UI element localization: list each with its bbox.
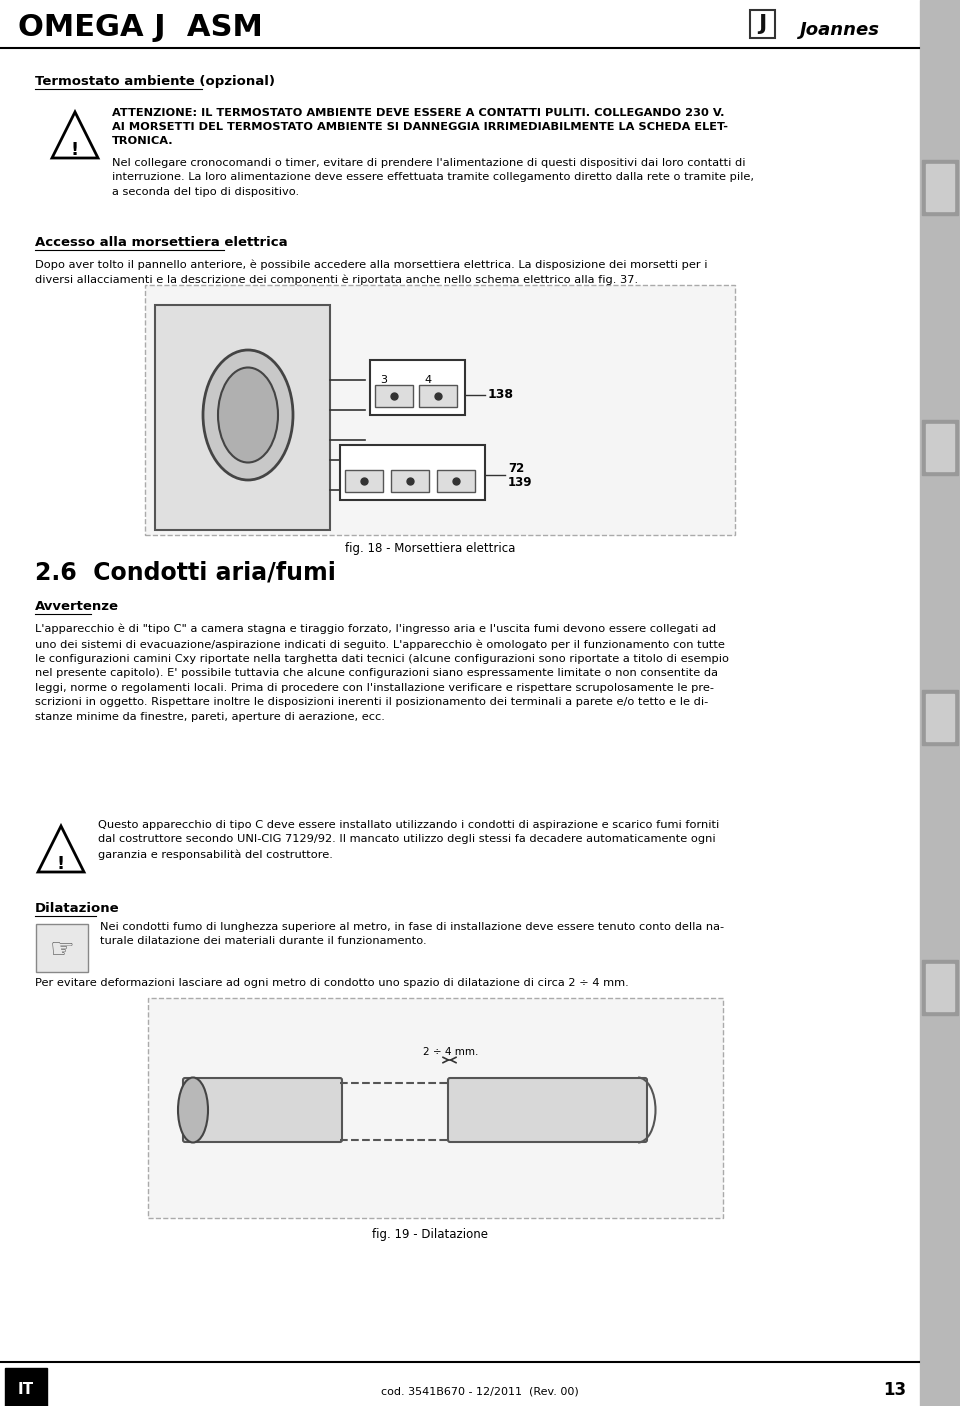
Text: 138: 138 bbox=[488, 388, 514, 402]
Text: 2 ÷ 4 mm.: 2 ÷ 4 mm. bbox=[422, 1047, 478, 1057]
Bar bbox=[375, 385, 413, 406]
Text: 139: 139 bbox=[508, 475, 533, 488]
Text: Per evitare deformazioni lasciare ad ogni metro di condotto uno spazio di dilata: Per evitare deformazioni lasciare ad ogn… bbox=[35, 979, 629, 988]
Text: Questo apparecchio di tipo C deve essere installato utilizzando i condotti di as: Questo apparecchio di tipo C deve essere… bbox=[98, 820, 719, 859]
Bar bbox=[926, 165, 954, 211]
Bar bbox=[36, 924, 88, 972]
Ellipse shape bbox=[203, 350, 293, 479]
Text: 4: 4 bbox=[424, 375, 432, 385]
Bar bbox=[926, 965, 954, 1011]
Text: OMEGA J  ASM: OMEGA J ASM bbox=[18, 14, 263, 42]
Bar bbox=[5, 1368, 47, 1406]
Text: TRONICA.: TRONICA. bbox=[112, 136, 174, 146]
Text: L'apparecchio è di "tipo C" a camera stagna e tiraggio forzato, l'ingresso aria : L'apparecchio è di "tipo C" a camera sta… bbox=[35, 624, 729, 721]
Bar bbox=[920, 0, 960, 1406]
Text: fig. 18 - Morsettiera elettrica: fig. 18 - Morsettiera elettrica bbox=[345, 541, 516, 555]
Bar bbox=[922, 160, 958, 215]
Text: AI MORSETTI DEL TERMOSTATO AMBIENTE SI DANNEGGIA IRRIMEDIABILMENTE LA SCHEDA ELE: AI MORSETTI DEL TERMOSTATO AMBIENTE SI D… bbox=[112, 122, 728, 132]
Bar bbox=[926, 695, 954, 741]
Text: Avvertenze: Avvertenze bbox=[35, 600, 119, 613]
Text: Dopo aver tolto il pannello anteriore, è possibile accedere alla morsettiera ele: Dopo aver tolto il pannello anteriore, è… bbox=[35, 259, 708, 284]
Text: 2.6  Condotti aria/fumi: 2.6 Condotti aria/fumi bbox=[35, 560, 336, 583]
Text: Dilatazione: Dilatazione bbox=[35, 903, 120, 915]
Polygon shape bbox=[52, 112, 98, 157]
Text: Joannes: Joannes bbox=[800, 21, 880, 39]
Ellipse shape bbox=[178, 1077, 208, 1143]
Text: cod. 3541B670 - 12/2011  (Rev. 00): cod. 3541B670 - 12/2011 (Rev. 00) bbox=[381, 1386, 579, 1396]
Text: Accesso alla morsettiera elettrica: Accesso alla morsettiera elettrica bbox=[35, 236, 288, 249]
Text: Nel collegare cronocomandi o timer, evitare di prendere l'alimentazione di quest: Nel collegare cronocomandi o timer, evit… bbox=[112, 157, 754, 197]
Text: Nei condotti fumo di lunghezza superiore al metro, in fase di installazione deve: Nei condotti fumo di lunghezza superiore… bbox=[100, 922, 724, 946]
Bar bbox=[922, 420, 958, 475]
Bar bbox=[922, 690, 958, 745]
Polygon shape bbox=[38, 825, 84, 872]
Text: Termostato ambiente (opzional): Termostato ambiente (opzional) bbox=[35, 75, 275, 89]
Bar bbox=[148, 998, 723, 1218]
Bar bbox=[345, 470, 383, 492]
Bar bbox=[419, 385, 457, 406]
Bar bbox=[922, 960, 958, 1015]
Bar bbox=[145, 285, 735, 536]
Text: ATTENZIONE: IL TERMOSTATO AMBIENTE DEVE ESSERE A CONTATTI PULITI. COLLEGANDO 230: ATTENZIONE: IL TERMOSTATO AMBIENTE DEVE … bbox=[112, 108, 725, 118]
Text: 3: 3 bbox=[380, 375, 388, 385]
Bar bbox=[340, 446, 485, 501]
Text: !: ! bbox=[71, 141, 79, 159]
Text: 13: 13 bbox=[883, 1381, 906, 1399]
Text: fig. 19 - Dilatazione: fig. 19 - Dilatazione bbox=[372, 1227, 488, 1241]
Text: J: J bbox=[757, 14, 766, 34]
FancyBboxPatch shape bbox=[183, 1078, 342, 1142]
Ellipse shape bbox=[218, 367, 278, 463]
Text: ☞: ☞ bbox=[50, 936, 75, 965]
Bar bbox=[437, 470, 475, 492]
Bar bbox=[155, 305, 330, 530]
Bar bbox=[370, 360, 465, 415]
Bar bbox=[391, 470, 429, 492]
FancyBboxPatch shape bbox=[448, 1078, 647, 1142]
Text: 72: 72 bbox=[508, 461, 524, 474]
Text: IT: IT bbox=[18, 1382, 34, 1396]
Text: !: ! bbox=[57, 855, 65, 873]
Bar bbox=[926, 425, 954, 471]
